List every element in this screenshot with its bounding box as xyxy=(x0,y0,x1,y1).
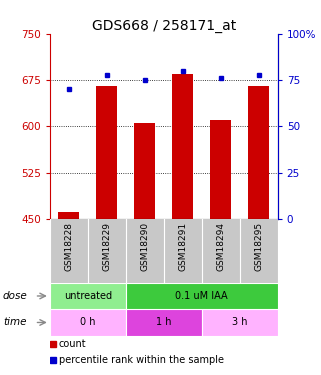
Text: 0.1 uM IAA: 0.1 uM IAA xyxy=(175,291,228,301)
Bar xyxy=(50,309,126,336)
Bar xyxy=(126,309,202,336)
Text: time: time xyxy=(4,318,27,327)
Text: GSM18290: GSM18290 xyxy=(140,222,149,272)
Bar xyxy=(210,120,231,219)
Bar xyxy=(248,86,269,219)
Text: dose: dose xyxy=(2,291,27,301)
Bar xyxy=(172,74,193,219)
Title: GDS668 / 258171_at: GDS668 / 258171_at xyxy=(91,19,236,33)
Bar xyxy=(134,123,155,219)
Bar xyxy=(126,283,278,309)
Text: 0 h: 0 h xyxy=(80,318,95,327)
Text: GSM18295: GSM18295 xyxy=(254,222,263,272)
Bar xyxy=(202,309,278,336)
Text: 3 h: 3 h xyxy=(232,318,247,327)
Text: percentile rank within the sample: percentile rank within the sample xyxy=(59,354,224,364)
Bar xyxy=(96,86,117,219)
Text: GSM18229: GSM18229 xyxy=(102,222,111,272)
Text: GSM18294: GSM18294 xyxy=(216,222,225,272)
Text: 1 h: 1 h xyxy=(156,318,171,327)
Text: untreated: untreated xyxy=(64,291,112,301)
Bar xyxy=(58,212,79,219)
Text: count: count xyxy=(59,339,86,349)
Text: GSM18291: GSM18291 xyxy=(178,222,187,272)
Text: GSM18228: GSM18228 xyxy=(64,222,73,272)
Bar xyxy=(50,283,126,309)
